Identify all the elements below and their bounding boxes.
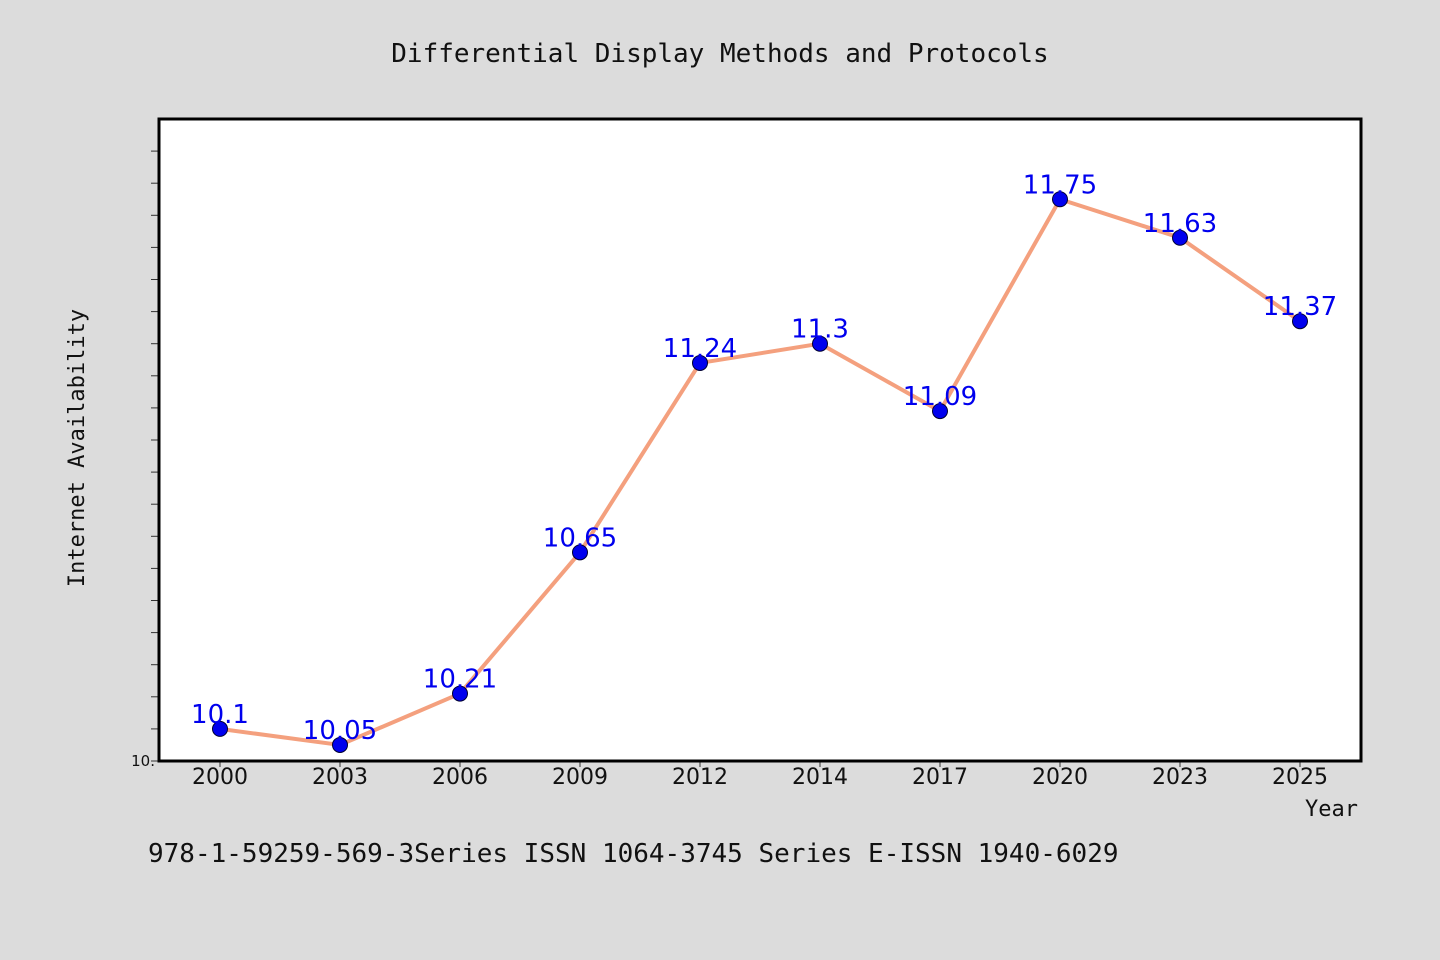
data-point <box>1052 191 1068 208</box>
data-label: 11.3 <box>791 315 849 345</box>
x-axis-label: Year <box>1305 797 1358 822</box>
x-tick-label: 2025 <box>1272 765 1328 790</box>
data-label: 11.63 <box>1143 209 1217 239</box>
data-point <box>812 335 828 352</box>
x-tick-label: 2000 <box>192 765 248 790</box>
x-tick-label: 2020 <box>1032 765 1088 790</box>
data-label: 10.05 <box>303 716 377 746</box>
data-label: 11.75 <box>1023 170 1097 200</box>
y-axis-label: Internet Availability <box>65 309 90 587</box>
data-point <box>692 354 708 371</box>
x-tick-label: 2017 <box>912 765 968 790</box>
data-label: 10.1 <box>191 700 249 730</box>
y-axis-ticks: 10. <box>131 150 159 770</box>
data-label: 11.24 <box>663 334 737 364</box>
x-tick-label: 2012 <box>672 765 728 790</box>
data-point <box>212 720 228 737</box>
chart-title: Differential Display Methods and Protoco… <box>391 39 1048 69</box>
plot-frame <box>157 117 1363 763</box>
data-point <box>1292 313 1308 330</box>
x-tick-label: 2006 <box>432 765 488 790</box>
series-line <box>218 197 1302 747</box>
data-label: 10.21 <box>423 665 497 695</box>
data-point <box>572 544 588 561</box>
data-point <box>1172 229 1188 246</box>
x-axis-ticks: 2000 2003 2006 2009 2012 2014 2017 2020 2023 2025 <box>192 761 1328 790</box>
x-tick-label: 2014 <box>792 765 848 790</box>
data-point <box>452 685 468 702</box>
data-label: 10.65 <box>543 523 617 553</box>
y-tick-label: 10. <box>131 752 155 770</box>
data-label: 11.09 <box>903 382 977 412</box>
plot-area <box>159 119 1361 761</box>
x-tick-label: 2003 <box>312 765 368 790</box>
x-tick-label: 2023 <box>1152 765 1208 790</box>
series-markers <box>212 191 1308 753</box>
data-labels: 10.1 10.05 10.21 10.65 11.24 11.3 11.09 11.75 11… <box>191 170 1337 746</box>
data-point <box>932 403 948 420</box>
footer-isbn-text: 978-1-59259-569-3Series ISSN 1064-3745 S… <box>148 839 1119 869</box>
data-label: 11.37 <box>1263 292 1337 322</box>
data-point <box>332 736 348 753</box>
x-tick-label: 2009 <box>552 765 608 790</box>
